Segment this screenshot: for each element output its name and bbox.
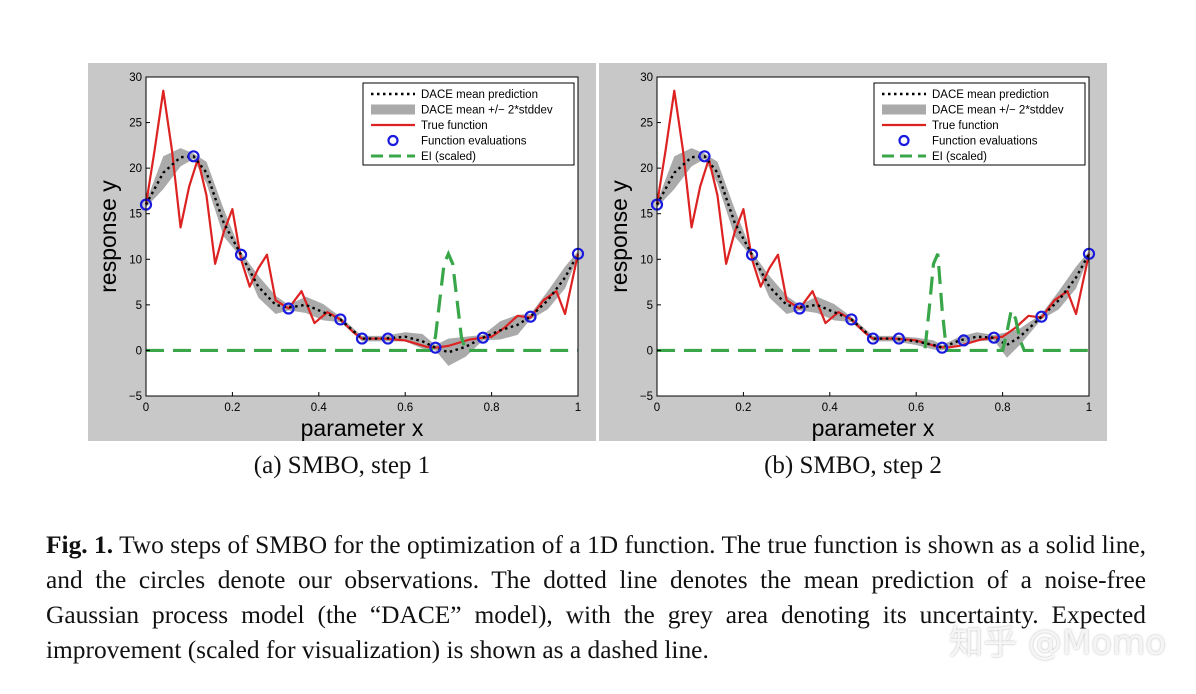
evaluation-point [987, 331, 1001, 344]
series-ei [146, 249, 578, 353]
x-tick-label: 0.8 [484, 402, 500, 414]
series-true-function [144, 89, 580, 349]
legend-label: DACE mean prediction [421, 89, 538, 101]
figure-caption: Fig. 1. Two steps of SMBO for the optimi… [46, 528, 1146, 668]
legend-swatch-band [882, 104, 926, 115]
evaluation-point [282, 302, 295, 315]
y-tick-label: 5 [647, 300, 653, 312]
x-axis-label: parameter x [812, 415, 935, 441]
x-tick-label: 1 [575, 402, 581, 414]
y-tick-label: 0 [136, 345, 142, 357]
series-true-function [655, 89, 1091, 349]
y-tick-label: 10 [640, 254, 653, 266]
caption-label: Fig. 1. [46, 531, 114, 559]
evaluation-point [698, 150, 711, 163]
x-tick-label: 0.4 [311, 402, 328, 414]
legend-label: EI (scaled) [932, 151, 987, 163]
watermark: 知乎 @Momo [949, 623, 1166, 663]
evaluation-point [793, 302, 806, 315]
y-tick-label: 30 [129, 72, 142, 84]
legend-swatch-eval [387, 134, 399, 147]
legend-label: True function [421, 120, 488, 132]
legend: DACE mean prediction DACE mean +/− 2*stdd… [362, 82, 575, 166]
legend-label: Function evaluations [421, 136, 527, 148]
evaluation-point [892, 332, 906, 345]
x-tick-label: 0 [654, 402, 660, 414]
x-tick-label: 0.4 [822, 402, 839, 414]
y-tick-label: 10 [129, 254, 142, 266]
legend-label: Function evaluations [932, 136, 1038, 148]
subcaption-a: (a) SMBO, step 1 [253, 452, 431, 479]
evaluation-point [524, 310, 537, 323]
y-tick-label: 0 [647, 345, 653, 357]
evaluation-point [845, 313, 858, 326]
series-ei [657, 253, 1089, 353]
y-tick-label: 25 [640, 118, 653, 130]
x-tick-label: 0.6 [908, 402, 924, 414]
y-tick-label: 25 [129, 118, 142, 130]
y-axis-label: response y [606, 180, 632, 293]
legend-label: DACE mean +/− 2*stddev [421, 105, 553, 117]
evaluation-point [866, 332, 880, 345]
legend-swatch-band [371, 104, 415, 115]
evaluation-point [355, 332, 369, 345]
series-mean-prediction [144, 155, 580, 354]
evaluation-point [936, 341, 949, 354]
x-tick-label: 0.8 [995, 402, 1011, 414]
evaluation-point [476, 331, 490, 344]
y-tick-label: 15 [129, 209, 142, 221]
y-tick-label: −5 [640, 391, 653, 403]
legend-label: True function [932, 120, 999, 132]
axes-frame [656, 76, 1090, 397]
legend-swatch-eval [898, 134, 910, 147]
y-tick-label: 15 [640, 209, 653, 221]
x-tick-label: 0.2 [735, 402, 751, 414]
x-tick-label: 0 [143, 402, 149, 414]
evaluation-point [234, 248, 248, 261]
legend-label: DACE mean +/− 2*stddev [932, 105, 1064, 117]
caption-text: Two steps of SMBO for the optimization o… [46, 531, 1147, 664]
y-tick-label: 5 [136, 300, 142, 312]
legend-label: DACE mean prediction [932, 89, 1049, 101]
x-axis-label: parameter x [301, 415, 424, 441]
x-tick-label: 1 [1086, 402, 1092, 414]
x-tick-label: 0.2 [224, 402, 240, 414]
evaluation-point [381, 332, 395, 345]
evaluation-point [334, 313, 347, 326]
y-tick-label: 20 [129, 163, 142, 175]
legend-label: EI (scaled) [421, 151, 476, 163]
evaluation-point [957, 334, 970, 347]
y-tick-label: −5 [129, 391, 142, 403]
y-tick-label: 30 [640, 72, 653, 84]
evaluation-point [429, 341, 442, 354]
evaluation-point [745, 248, 759, 261]
x-tick-label: 0.6 [397, 402, 413, 414]
axes-frame [145, 76, 579, 397]
subcaption-b: (b) SMBO, step 2 [764, 452, 942, 479]
y-axis-label: response y [95, 180, 121, 293]
y-tick-label: 20 [640, 163, 653, 175]
evaluation-point [1035, 310, 1048, 323]
legend: DACE mean prediction DACE mean +/− 2*stdd… [873, 82, 1086, 166]
evaluation-point [187, 150, 200, 163]
